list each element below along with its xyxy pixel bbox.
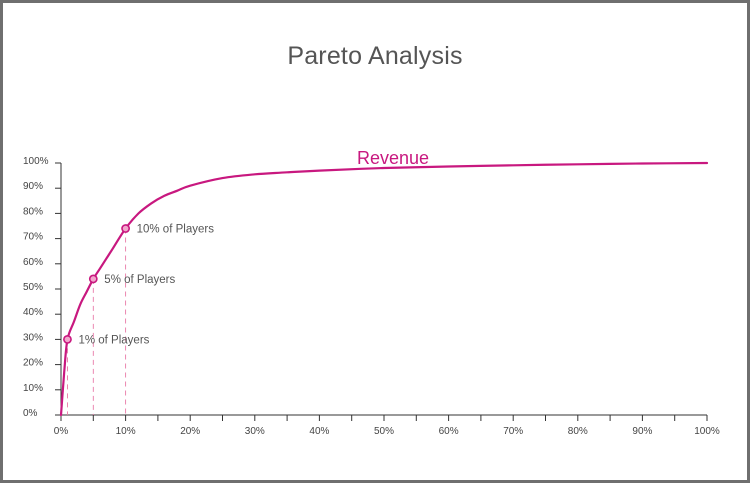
chart-title: Pareto Analysis	[287, 42, 463, 70]
annotation-marker	[63, 334, 72, 344]
annotations: 1% of Players 5% of Players 10% of Players	[63, 224, 215, 346]
y-tick-label: 30%	[23, 332, 43, 343]
y-tick-label: 50%	[23, 282, 43, 293]
y-tick-label: 100%	[23, 156, 49, 167]
x-tick-label: 50%	[374, 426, 394, 437]
annotation-label: 5% of Players	[104, 274, 175, 286]
y-tick-label: 20%	[23, 358, 43, 369]
annotation-label: 1% of Players	[78, 334, 149, 346]
x-tick-label: 70%	[503, 426, 523, 437]
x-tick-label: 80%	[568, 426, 588, 437]
y-tick-label: 40%	[23, 307, 43, 318]
y-tick-label: 90%	[23, 181, 43, 192]
guide-lines	[67, 228, 127, 415]
series-line-revenue	[59, 161, 709, 417]
y-tick-label: 10%	[23, 383, 43, 394]
x-tick-label: 30%	[245, 426, 265, 437]
series-label-revenue: Revenue	[357, 148, 429, 168]
x-tick-label: 40%	[309, 426, 329, 437]
x-tick-label: 10%	[116, 426, 136, 437]
x-tick-label: 100%	[694, 426, 720, 437]
series: Revenue	[59, 148, 709, 417]
y-tick-label: 60%	[23, 257, 43, 268]
x-tick-label: 90%	[632, 426, 652, 437]
x-tick-label: 20%	[180, 426, 200, 437]
tick-labels: 0% 10% 20% 30% 40% 50% 60% 70% 80% 90% 100% 0% 10% 20…	[23, 156, 720, 437]
y-tick-label: 70%	[23, 232, 43, 243]
annotation-marker	[121, 224, 130, 233]
axes	[55, 162, 708, 421]
x-tick-label: 0%	[54, 426, 69, 437]
y-tick-label: 0%	[23, 408, 38, 419]
annotation-marker	[88, 274, 98, 284]
y-tick-label: 80%	[23, 206, 43, 217]
annotation-label: 10% of Players	[137, 224, 215, 236]
x-tick-label: 60%	[439, 426, 459, 437]
